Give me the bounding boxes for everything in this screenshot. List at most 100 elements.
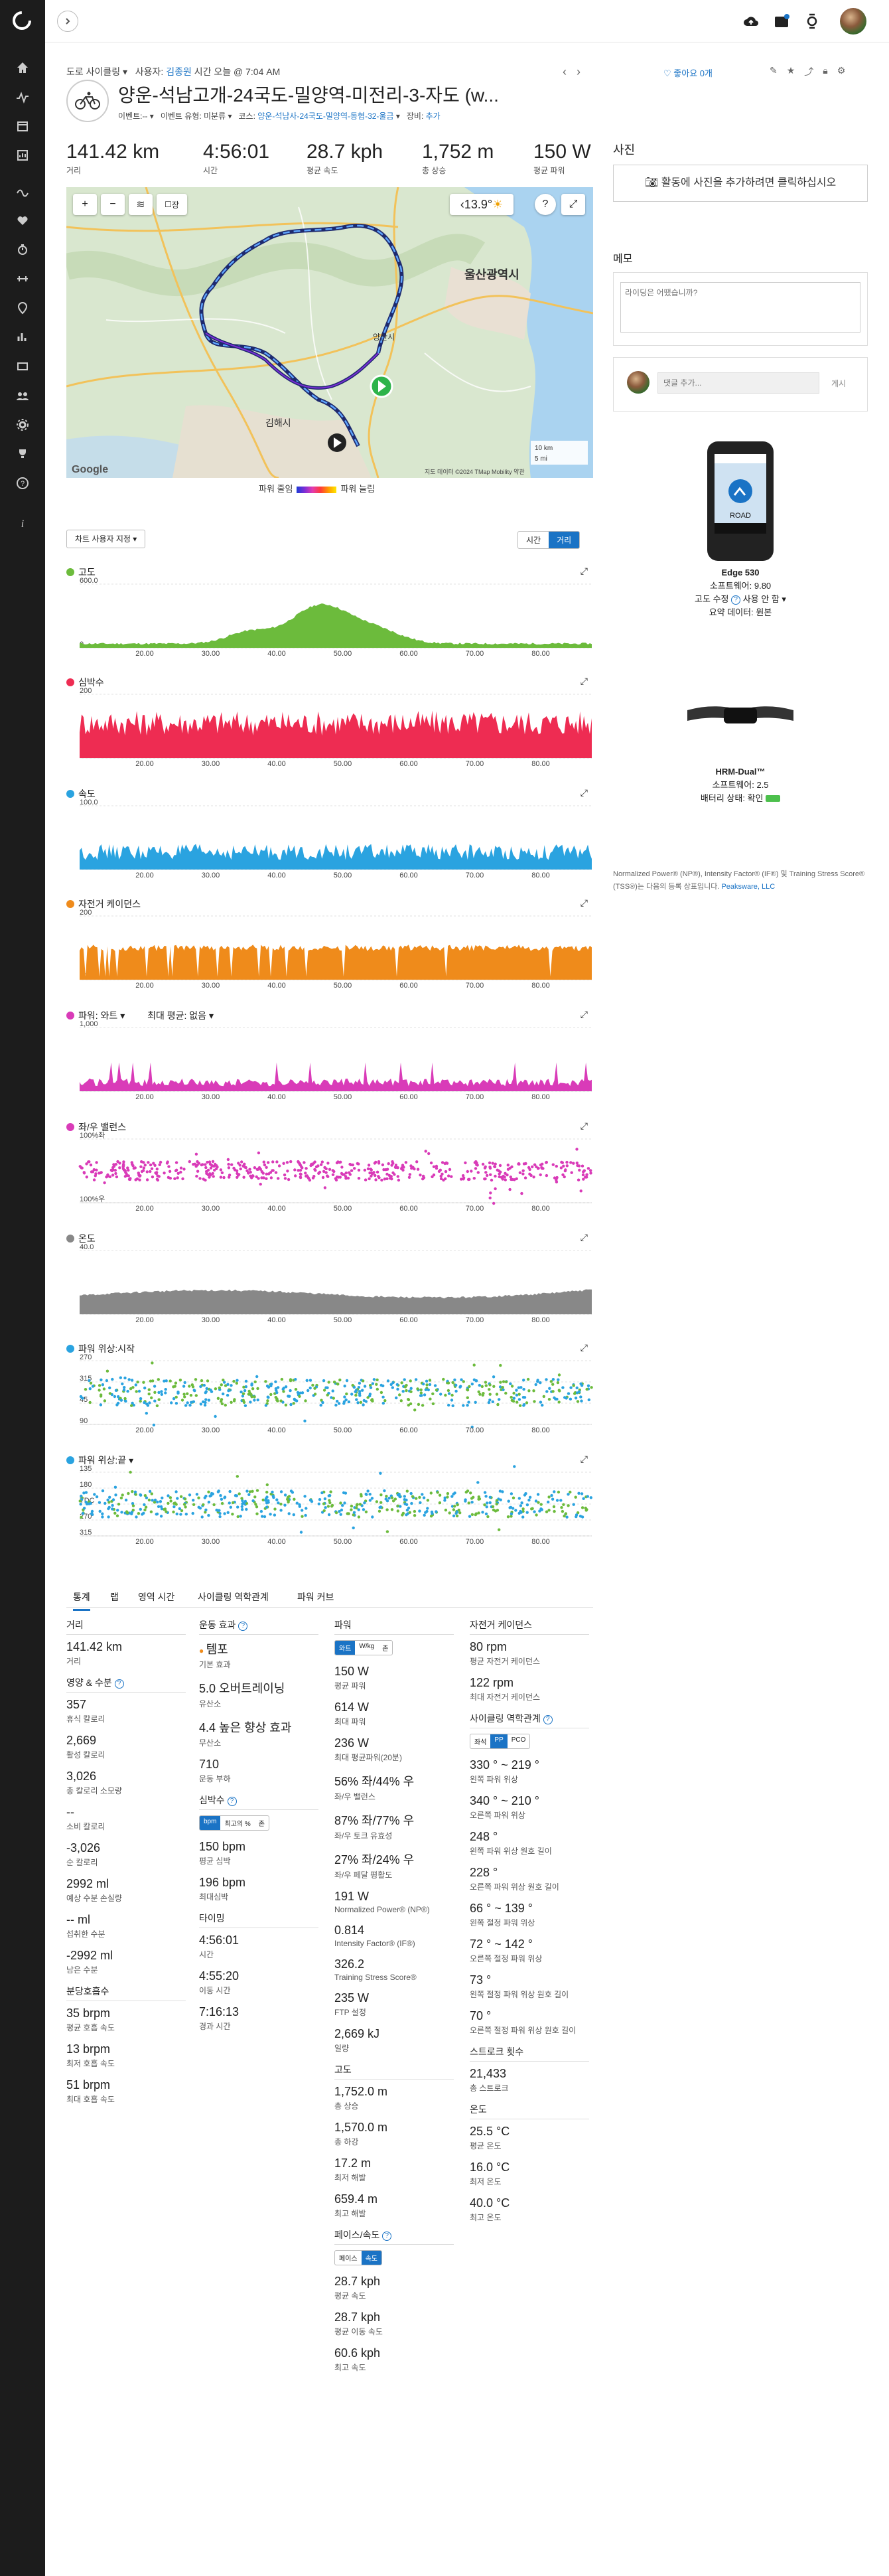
- hr-unit-bpm[interactable]: bpm: [200, 1816, 221, 1830]
- chart-customize-dropdown[interactable]: 차트 사용자 지정 ▾: [66, 530, 146, 548]
- nav-connections-icon[interactable]: [15, 388, 31, 404]
- chart-title[interactable]: 파워: 와트 ▾ 최대 평균: 없음 ▾: [66, 1009, 214, 1022]
- nav-performance-icon[interactable]: [15, 183, 31, 199]
- help-icon[interactable]: ?: [382, 2232, 392, 2241]
- expand-chart-icon[interactable]: ⤢: [580, 676, 588, 686]
- peaksware-link[interactable]: Peaksware, LLC: [721, 883, 776, 891]
- map-start-marker[interactable]: [370, 374, 393, 398]
- comment-input[interactable]: [657, 372, 819, 394]
- lock-icon[interactable]: 🔒︎: [823, 65, 828, 76]
- chart-title[interactable]: 파워 위상:끝 ▾: [66, 1454, 133, 1467]
- chart-plot[interactable]: 100.050.020.0030.0040.0050.0060.0070.008…: [66, 787, 593, 887]
- chart-plot[interactable]: 600.0020.0030.0040.0050.0060.0070.0080.0…: [66, 566, 593, 665]
- power-unit-watts[interactable]: 와트: [335, 1641, 356, 1655]
- expand-chart-icon[interactable]: ⤢: [580, 787, 588, 798]
- inbox-icon[interactable]: [772, 12, 791, 31]
- tab-stats[interactable]: 통계: [73, 1590, 90, 1611]
- chart-plot[interactable]: 20010020.0030.0040.0050.0060.0070.0080.0…: [66, 897, 593, 997]
- notes-textarea[interactable]: [620, 282, 860, 333]
- route-map[interactable]: 울산광역시 김해시 양산시 Google 지도 데이터 ©2024 TMap M…: [66, 187, 593, 478]
- watch-icon[interactable]: [803, 12, 821, 31]
- help-icon[interactable]: ?: [543, 1715, 553, 1724]
- chart-plot[interactable]: 1,00050020.0030.0040.0050.0060.0070.0080…: [66, 1009, 593, 1108]
- hr-unit-percent[interactable]: 최고의 %: [224, 1821, 251, 1828]
- gear-icon[interactable]: ⚙: [837, 65, 846, 76]
- help-icon[interactable]: ?: [227, 1797, 237, 1806]
- tab-power-curve[interactable]: 파워 커브: [297, 1592, 334, 1602]
- map-canvas[interactable]: 울산광역시 김해시 양산시 Google 지도 데이터 ©2024 TMap M…: [66, 187, 593, 478]
- power-unit-wkg[interactable]: W/kg: [359, 1643, 375, 1650]
- weather-widget[interactable]: ‹ 13.9° ☀: [450, 194, 513, 215]
- help-icon[interactable]: ?: [535, 194, 556, 215]
- gear-add-link[interactable]: 추가: [425, 112, 441, 121]
- prev-activity-icon[interactable]: ‹: [563, 65, 567, 78]
- toggle-pace[interactable]: 페이스: [339, 2255, 358, 2263]
- help-icon[interactable]: ?: [238, 1622, 248, 1631]
- chart-title[interactable]: 온도: [66, 1232, 96, 1245]
- event-dropdown[interactable]: 이벤트:--: [118, 112, 148, 121]
- nav-location-icon[interactable]: [15, 300, 31, 316]
- like-button[interactable]: ♡ 좋아요 0개: [663, 66, 713, 79]
- toggle-seated[interactable]: 좌석: [474, 1739, 487, 1746]
- expand-chart-icon[interactable]: ⤢: [580, 1232, 588, 1243]
- event-type-dropdown[interactable]: 이벤트 유형: 미분류: [160, 112, 226, 121]
- hr-unit-zone[interactable]: 존: [258, 1821, 265, 1828]
- nav-training-icon[interactable]: [15, 242, 31, 258]
- nav-stats-icon[interactable]: [15, 329, 31, 345]
- share-icon[interactable]: ⤴: [804, 66, 814, 77]
- power-unit-zone[interactable]: 존: [382, 1645, 389, 1653]
- chart-title[interactable]: 심박수: [66, 676, 104, 689]
- chart-title-secondary[interactable]: 최대 평균: 없음 ▾: [145, 1010, 214, 1021]
- breadcrumb-type[interactable]: 도로 사이클링: [66, 66, 121, 77]
- nav-calendar-icon[interactable]: [15, 118, 31, 134]
- next-activity-icon[interactable]: ›: [577, 65, 581, 78]
- toggle-distance[interactable]: 거리: [549, 532, 580, 548]
- garmin-connect-logo-icon[interactable]: [11, 9, 33, 32]
- fullscreen-icon[interactable]: ⤢: [561, 194, 585, 215]
- expand-chart-icon[interactable]: ⤢: [580, 897, 588, 908]
- nav-info-icon[interactable]: i: [15, 515, 31, 531]
- toggle-speed[interactable]: 속도: [361, 2251, 382, 2265]
- star-icon[interactable]: ★: [786, 65, 795, 76]
- tab-zone-time[interactable]: 영역 시간: [138, 1592, 175, 1602]
- expand-chart-icon[interactable]: ⤢: [580, 1454, 588, 1464]
- elev-correction-dropdown[interactable]: 사용 안 함 ▾: [742, 594, 786, 604]
- expand-chart-icon[interactable]: ⤢: [580, 566, 588, 576]
- activity-title[interactable]: 양운-석남고개-24국도-밀양역-미전리-3-자도 (w...: [118, 85, 499, 106]
- map-credit[interactable]: 지도 데이터 ©2024 TMap Mobility 약관: [425, 468, 525, 475]
- user-avatar[interactable]: [840, 8, 866, 35]
- chart-plot[interactable]: 20010020.0030.0040.0050.0060.0070.0080.0…: [66, 676, 593, 775]
- edit-icon[interactable]: ✎: [770, 65, 778, 76]
- course-link[interactable]: 양운-석남사-24국도-밀양역-동협-32-울금: [257, 112, 394, 121]
- toggle-pp[interactable]: PP: [490, 1734, 508, 1748]
- expand-nav-button[interactable]: [57, 11, 78, 32]
- add-photo-button[interactable]: 📷︎ 활동에 사진을 추가하려면 클릭하십시오: [613, 165, 868, 202]
- chart-title[interactable]: 좌/우 밸런스: [66, 1120, 126, 1134]
- nav-help-icon[interactable]: ?: [15, 475, 31, 491]
- comment-post-button[interactable]: 게시: [831, 379, 847, 388]
- chart-title[interactable]: 자전거 케이던스: [66, 897, 141, 911]
- expand-chart-icon[interactable]: ⤢: [580, 1120, 588, 1131]
- zoom-in-button[interactable]: +: [73, 194, 97, 215]
- tab-laps[interactable]: 랩: [110, 1592, 119, 1602]
- nav-health-icon[interactable]: [15, 212, 31, 228]
- nav-trophy-icon[interactable]: [15, 446, 31, 462]
- breadcrumb-user-link[interactable]: 김종원: [166, 66, 192, 77]
- zoom-out-button[interactable]: −: [101, 194, 125, 215]
- nav-devices-icon[interactable]: [15, 358, 31, 374]
- expand-chart-icon[interactable]: ⤢: [580, 1342, 588, 1353]
- upload-cloud-icon[interactable]: [742, 12, 760, 31]
- nav-home-icon[interactable]: [15, 60, 31, 76]
- map-play-button[interactable]: [328, 433, 346, 452]
- help-icon[interactable]: ?: [731, 595, 741, 605]
- chart-plot[interactable]: 40.020.020.0030.0040.0050.0060.0070.0080…: [66, 1232, 593, 1331]
- nav-settings-icon[interactable]: [15, 417, 31, 433]
- expand-chart-icon[interactable]: ⤢: [580, 1009, 588, 1020]
- help-icon[interactable]: ?: [114, 1679, 124, 1689]
- layers-icon[interactable]: ≋: [129, 194, 153, 215]
- nav-reports-icon[interactable]: [15, 147, 31, 163]
- map-layer-toggle[interactable]: ☐ 장: [157, 194, 187, 215]
